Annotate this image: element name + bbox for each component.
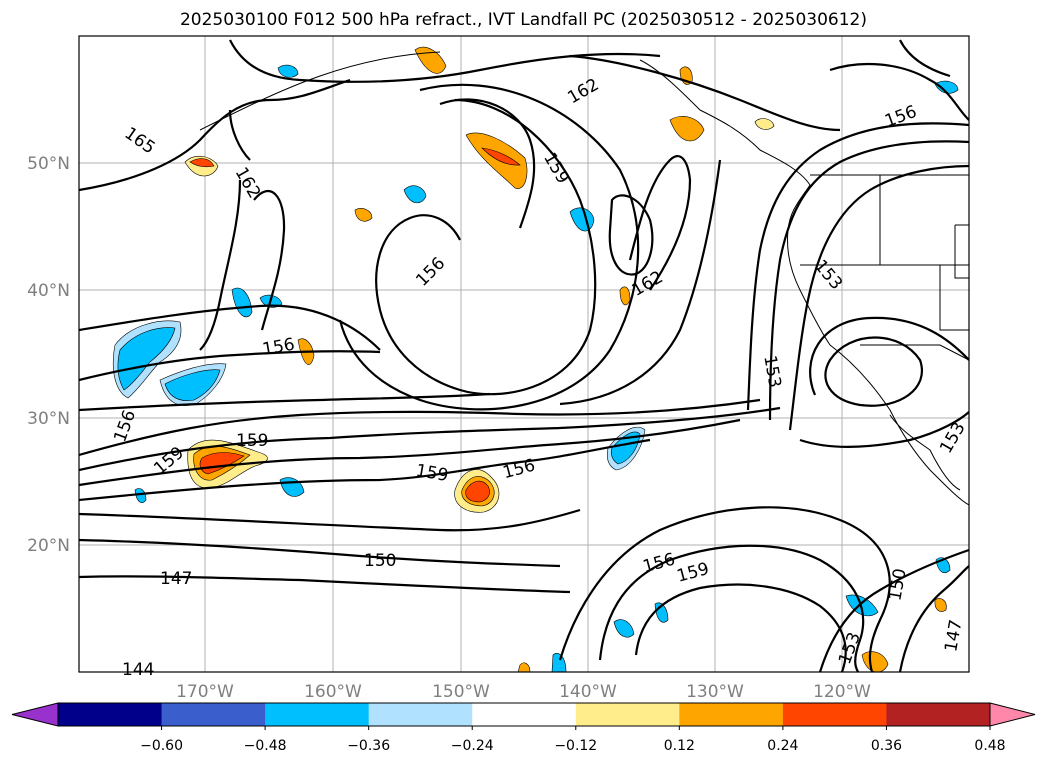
lon-label: 170°W [176,682,234,702]
colorbar-tick-label: 0.24 [767,738,798,754]
colorbar-segments [11,702,1036,727]
negative-patch [551,653,567,672]
positive-patch [481,147,521,166]
lon-label: 160°W [304,682,362,702]
negative-patch [134,488,147,503]
colorbar-segment [368,703,473,726]
lon-label: 140°W [559,682,617,702]
contour-label: 144 [122,660,154,680]
negative-patch [164,369,221,401]
colorbar-segment [575,703,680,726]
colorbar-tick-label: −0.36 [347,738,390,754]
map-title: 2025030100 F012 500 hPa refract., IVT La… [179,10,867,30]
colorbar-tick-label: −0.60 [140,738,183,754]
map-plot-area [79,36,969,672]
colorbar-tick-label: 0.36 [871,738,902,754]
positive-patch [754,118,775,130]
lon-axis: 170°W 160°W 150°W 140°W 130°W 120°W [176,682,871,702]
positive-patch [465,132,528,189]
lon-label: 150°W [432,682,490,702]
positive-patch [354,208,373,222]
negative-patch [277,64,299,78]
colorbar-tick-label: −0.12 [554,738,597,754]
lat-label: 30°N [27,409,70,429]
contour-lines [79,39,969,672]
colorbar-segment [265,703,370,726]
colorbar-segment [679,703,784,726]
colorbar-ticks: −0.60 −0.48 −0.36 −0.24 −0.12 0.12 0.24 0.36 0.4… [140,726,1006,754]
negative-patch [934,80,959,94]
colorbar-tick-label: −0.48 [244,738,287,754]
positive-patch [934,598,947,612]
contour-label: 150 [364,551,396,571]
colorbar-segment [886,703,991,726]
colorbar-tick-label: 0.12 [664,738,695,754]
lat-label: 50°N [27,154,70,174]
colorbar: −0.60 −0.48 −0.36 −0.24 −0.12 0.12 0.24 0.36 0.4… [11,702,1036,754]
negative-patch [613,619,635,638]
colorbar-extend-min [11,702,59,727]
contour-label: 147 [160,569,192,589]
positive-patch [465,480,490,503]
map-frame [78,35,970,673]
colorbar-tick-label: −0.24 [451,738,494,754]
negative-patch [403,185,427,204]
lon-label: 130°W [686,682,744,702]
colorbar-segment [472,703,577,726]
coastline [199,51,969,506]
positive-patch [619,286,631,306]
colorbar-segment [161,703,266,726]
lat-axis: 50°N 40°N 30°N 20°N [27,154,70,556]
positive-patch [189,158,215,168]
colorbar-segment [58,703,163,726]
lat-label: 20°N [27,536,70,556]
shaded-field [112,46,959,672]
positive-patch [517,662,531,672]
lon-label: 120°W [813,682,871,702]
negative-patch [117,327,176,391]
negative-patch [610,431,641,465]
positive-patch [669,116,705,142]
colorbar-frame [57,702,991,727]
colorbar-extend-max [989,702,1036,727]
colorbar-tick-label: 0.48 [974,738,1005,754]
contour-label: 159 [236,431,268,451]
lat-label: 40°N [27,281,70,301]
colorbar-segment [782,703,887,726]
